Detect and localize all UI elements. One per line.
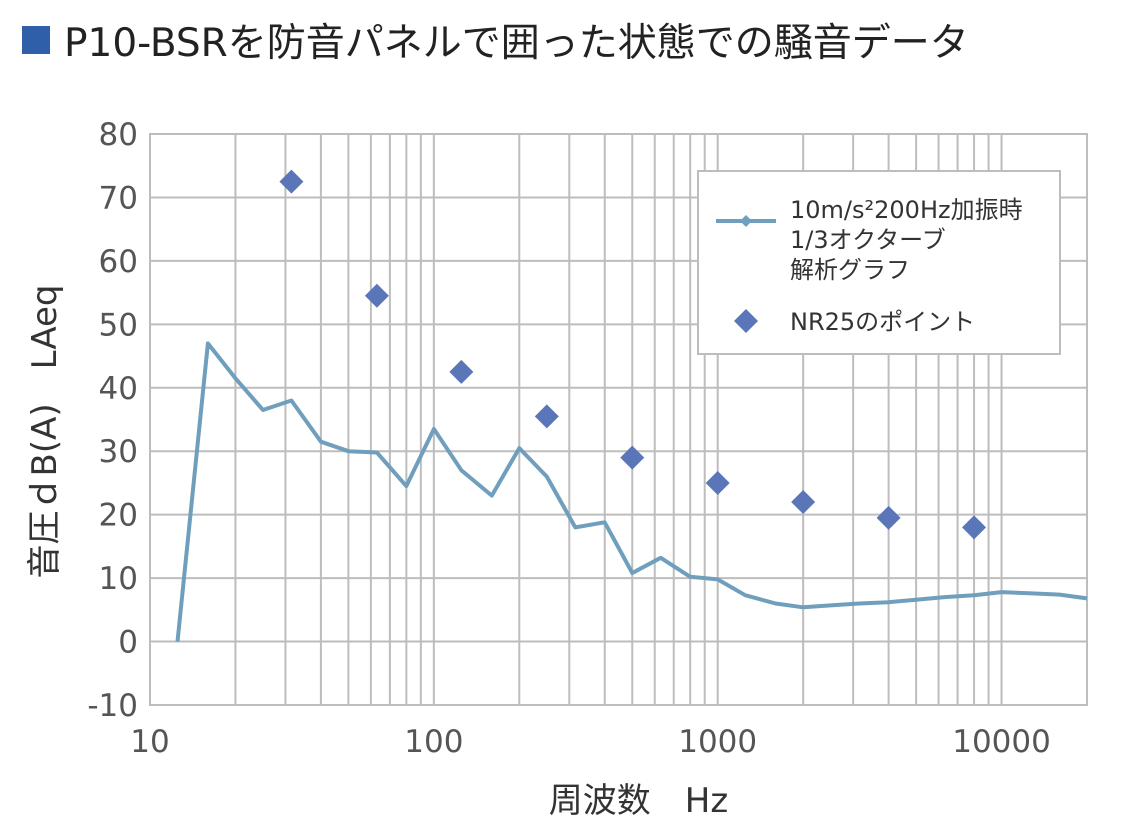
y-tick-label: 80 xyxy=(99,117,138,153)
legend-label-line: 1/3オクターブ xyxy=(790,226,946,254)
x-tick-label: 1000 xyxy=(678,724,757,760)
legend-diamond-swatch xyxy=(734,309,758,333)
plot-area-border xyxy=(149,133,1088,706)
chart-title: P10-BSRを防音パネルで囲った状態での騒音データ xyxy=(64,21,969,66)
y-tick-label: 50 xyxy=(99,307,138,343)
x-tick-label: 100 xyxy=(404,724,463,760)
scatter-point xyxy=(791,489,816,514)
scatter-point xyxy=(449,359,474,384)
x-tick-label: 10000 xyxy=(952,724,1051,760)
y-axis-label: 音圧ｄB(A) LAeq xyxy=(25,285,65,579)
scatter-point xyxy=(620,445,645,470)
series-layer xyxy=(175,169,1088,642)
y-tick-label: 60 xyxy=(99,244,138,280)
scatter-point xyxy=(279,169,304,194)
y-tick-label: 20 xyxy=(99,498,138,534)
axis-layer: -10 0 10 20 30 40 50 60 70 80 10 100 1000 10000 周波数 Hz… xyxy=(25,117,1051,821)
x-axis-label: 周波数 Hz xyxy=(549,781,728,821)
x-tick-label: 10 xyxy=(130,724,169,760)
legend-label-scatter: NR25のポイント xyxy=(790,308,975,336)
scatter-point xyxy=(876,505,901,530)
scatter-point xyxy=(962,515,987,540)
title-bullet-square xyxy=(22,26,50,54)
scatter-point xyxy=(364,283,389,308)
legend-box xyxy=(697,170,1061,355)
y-tick-label: 0 xyxy=(118,625,138,661)
y-tick-label: 70 xyxy=(99,180,138,216)
legend-label-line: 解析グラフ xyxy=(790,256,910,284)
legend-label-line: 10m/s²200Hz加振時 xyxy=(790,196,1023,224)
y-tick-label: 40 xyxy=(99,371,138,407)
legend-line-marker xyxy=(740,215,752,227)
series-line xyxy=(175,341,1088,642)
chart-title-row: P10-BSRを防音パネルで囲った状態での騒音データ xyxy=(22,8,969,72)
y-tick-label: -10 xyxy=(87,688,138,724)
scatter-point xyxy=(705,470,730,495)
scatter-point xyxy=(534,404,559,429)
y-tick-label: 30 xyxy=(99,434,138,470)
y-tick-label: 10 xyxy=(99,561,138,597)
